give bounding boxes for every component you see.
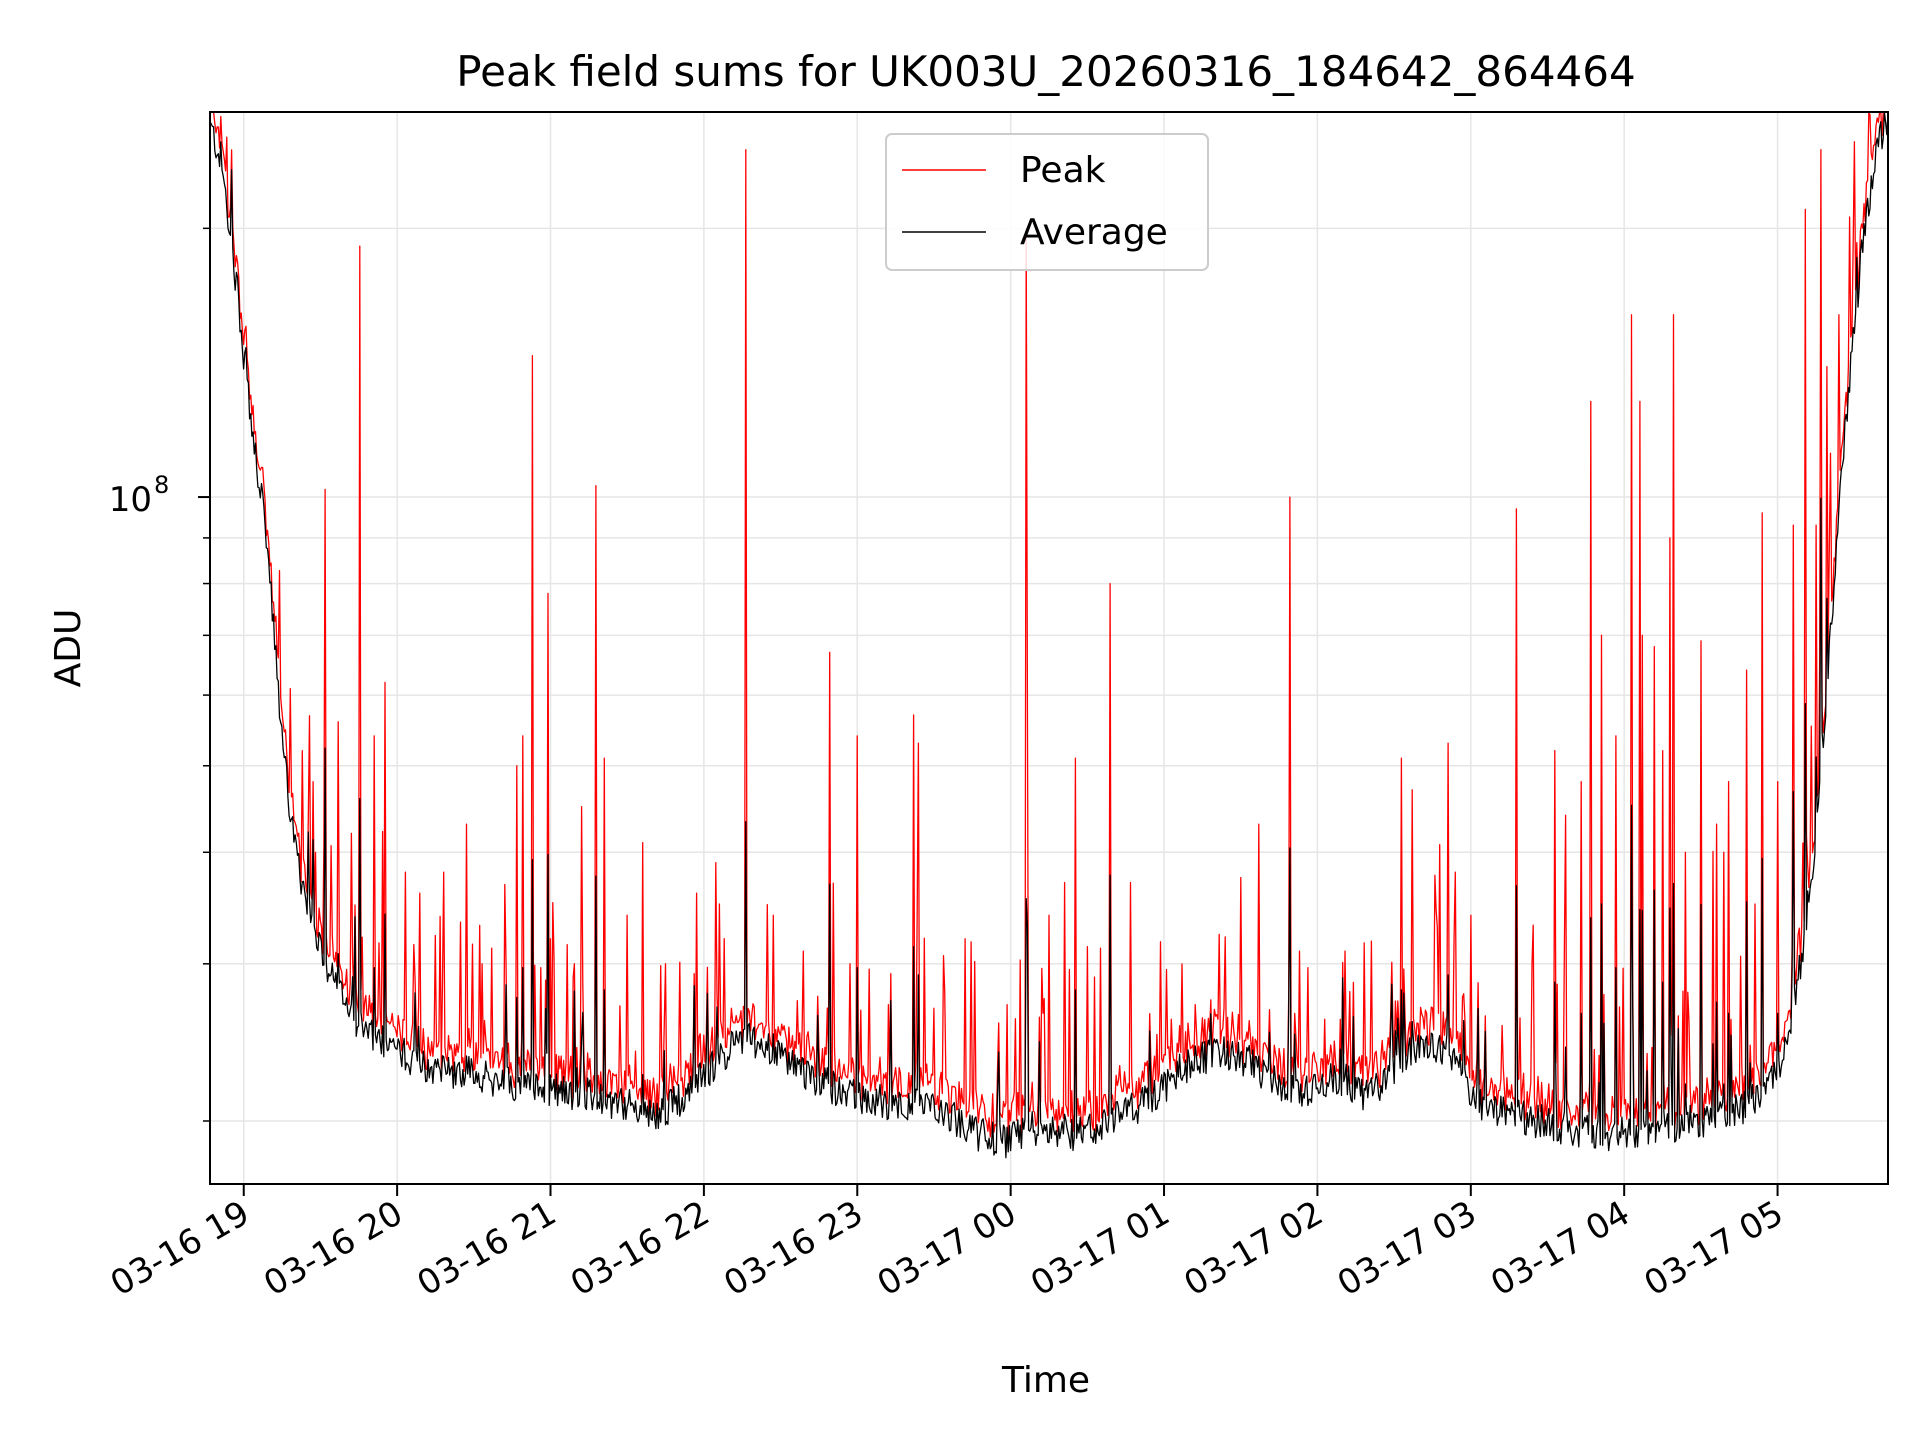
y-tick-label: 10	[109, 480, 152, 520]
chart-title: Peak field sums for UK003U_20260316_1846…	[456, 47, 1635, 96]
average-line	[209, 111, 1889, 1159]
y-axis-label: ADU	[48, 609, 89, 688]
legend-label-peak: Peak	[1020, 150, 1106, 191]
peak-series	[210, 111, 1888, 1139]
y-tick-label-exponent: 8	[154, 471, 169, 499]
y-axis-ticks: 10 8	[109, 227, 210, 1122]
legend-box	[885, 133, 1209, 271]
peak-line	[210, 111, 1888, 1139]
x-axis-label: Time	[1001, 1360, 1090, 1401]
average-series	[209, 111, 1889, 1159]
legend-label-average: Average	[1020, 212, 1168, 253]
plot-area-frame	[209, 111, 1889, 1185]
grid	[210, 112, 1888, 1184]
legend: Peak Average	[885, 133, 1209, 271]
